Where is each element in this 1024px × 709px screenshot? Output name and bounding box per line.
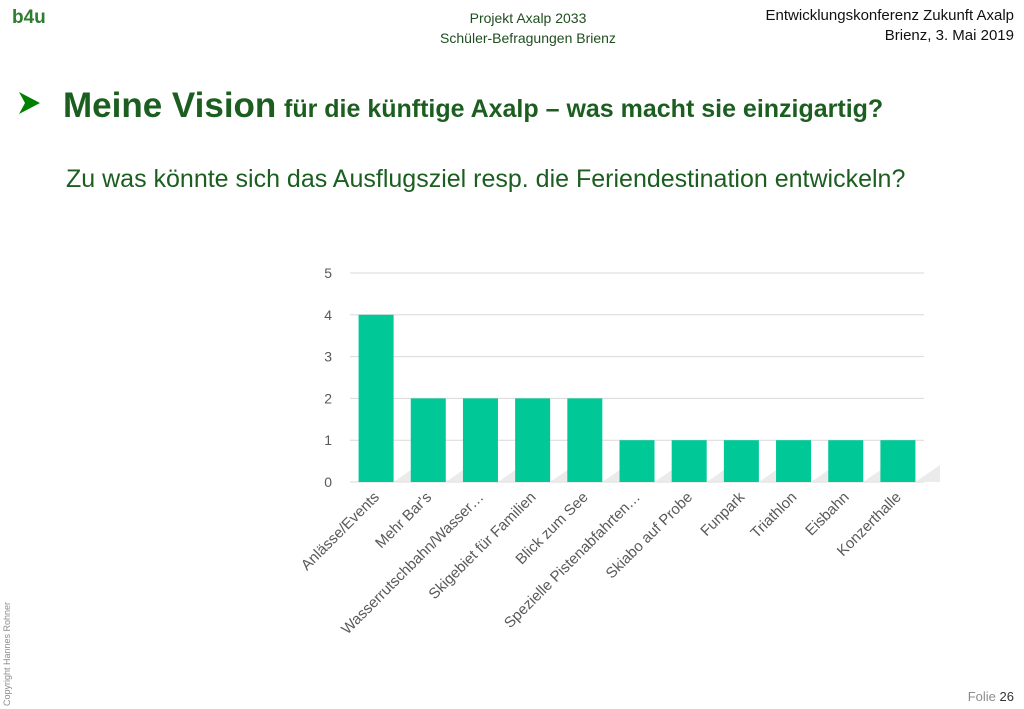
bar bbox=[880, 440, 916, 482]
bar-shadow bbox=[915, 464, 940, 482]
bar bbox=[410, 398, 446, 482]
bar bbox=[723, 440, 759, 482]
project-title: Projekt Axalp 2033 bbox=[469, 10, 587, 26]
project-header: Projekt Axalp 2033 Schüler-Befragungen B… bbox=[408, 8, 648, 48]
bar bbox=[828, 440, 864, 482]
svg-text:b4u: b4u bbox=[12, 7, 46, 28]
bar bbox=[358, 314, 394, 482]
bar bbox=[776, 440, 812, 482]
conference-date: Brienz, 3. Mai 2019 bbox=[884, 27, 1014, 44]
y-tick-label: 3 bbox=[324, 349, 332, 365]
y-tick-label: 4 bbox=[324, 307, 332, 323]
title-main: Meine Vision bbox=[63, 86, 277, 125]
slide-label: Folie bbox=[967, 689, 996, 704]
x-tick-label: Triathlon bbox=[747, 489, 800, 542]
bar bbox=[671, 440, 707, 482]
y-tick-label: 0 bbox=[324, 474, 332, 490]
y-tick-label: 2 bbox=[324, 390, 332, 406]
conference-header: Entwicklungskonferenz Zukunft Axalp Brie… bbox=[766, 6, 1014, 46]
arrow-bullet-icon bbox=[19, 92, 40, 114]
conference-name: Entwicklungskonferenz Zukunft Axalp bbox=[765, 7, 1014, 24]
bar bbox=[567, 398, 603, 482]
y-tick-label: 5 bbox=[324, 265, 332, 281]
x-tick-label: Eisbahn bbox=[802, 489, 852, 539]
slide-subtitle: Zu was könnte sich das Ausflugsziel resp… bbox=[66, 165, 906, 193]
project-subtitle: Schüler-Befragungen Brienz bbox=[440, 30, 616, 46]
slide-number-value: 26 bbox=[999, 689, 1014, 704]
copyright-text: Copyright Hannes Rohner bbox=[2, 601, 12, 706]
bar bbox=[619, 440, 655, 482]
bar bbox=[515, 398, 551, 482]
title-rest: für die künftige Axalp – was macht sie e… bbox=[284, 95, 884, 123]
x-tick-label: Anlässe/Events bbox=[300, 489, 383, 574]
bar bbox=[462, 398, 498, 482]
x-tick-label: Funpark bbox=[697, 488, 748, 539]
b4u-logo: b4u bbox=[12, 7, 46, 28]
y-tick-label: 1 bbox=[324, 432, 332, 448]
slide-number: Folie 26 bbox=[968, 689, 1014, 704]
